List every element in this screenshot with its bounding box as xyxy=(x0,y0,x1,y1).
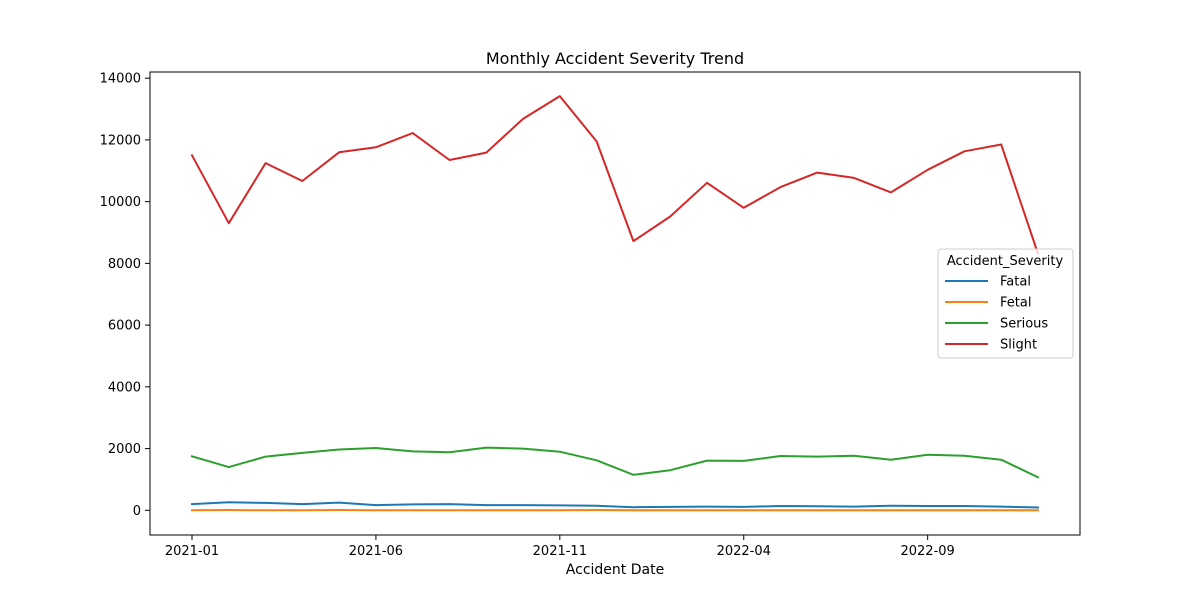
y-tick-label: 2000 xyxy=(108,442,141,457)
series-line-serious xyxy=(190,446,1040,479)
y-tick-label: 6000 xyxy=(108,319,141,334)
series-layer xyxy=(190,95,1040,512)
y-tick-label: 4000 xyxy=(108,380,141,395)
plot-area-frame xyxy=(149,71,1081,536)
x-tick-label: 2021-01 xyxy=(165,544,219,559)
legend-label-fetal: Fetal xyxy=(1000,296,1031,311)
y-tick-label: 14000 xyxy=(100,72,141,87)
y-axis: 0 2000 4000 6000 8000 10000 12000 14000 xyxy=(100,72,150,519)
legend: Accident_Severity Fatal Fetal Serious Sligh… xyxy=(937,248,1074,359)
x-tick-label: 2022-09 xyxy=(900,544,954,559)
x-axis: 2021-01 2021-06 2021-11 2022-04 2022-09 xyxy=(165,535,955,559)
x-axis-label: Accident Date xyxy=(566,562,664,578)
legend-label-slight: Slight xyxy=(1000,338,1037,353)
legend-label-serious: Serious xyxy=(1000,317,1048,332)
series-line-slight xyxy=(190,95,1040,256)
chart-title: Monthly Accident Severity Trend xyxy=(486,49,744,68)
y-tick-label: 8000 xyxy=(108,257,141,272)
y-tick-label: 12000 xyxy=(100,133,141,148)
legend-title: Accident_Severity xyxy=(947,254,1064,269)
legend-entries: Fatal Fetal Serious Slight xyxy=(945,275,1048,353)
x-tick-label: 2021-11 xyxy=(533,544,587,559)
y-tick-label: 10000 xyxy=(100,195,141,210)
series-line-fatal xyxy=(190,501,1040,509)
y-tick-label: 0 xyxy=(133,504,141,519)
x-tick-label: 2021-06 xyxy=(349,544,403,559)
legend-frame xyxy=(937,248,1074,359)
x-tick-label: 2022-04 xyxy=(717,544,771,559)
legend-label-fatal: Fatal xyxy=(1000,275,1031,290)
